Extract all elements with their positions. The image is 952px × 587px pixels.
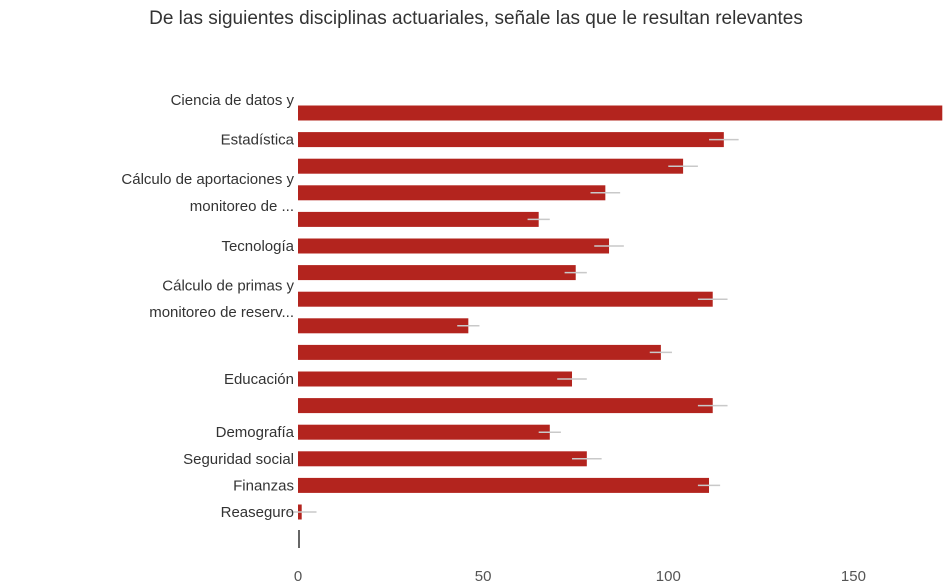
- x-tick-100: 100: [656, 568, 681, 585]
- category-label-11: Reaseguro: [221, 504, 294, 521]
- chart-title: De las siguientes disciplinas actuariale…: [149, 8, 803, 29]
- category-label-5: Cálculo de primas y: [162, 278, 294, 295]
- bar-11: [298, 398, 713, 414]
- bar-1: [298, 132, 724, 148]
- bar-2: [298, 158, 684, 174]
- bar-6: [298, 265, 576, 281]
- bars-layer: [298, 105, 943, 520]
- bar-3: [298, 185, 606, 201]
- category-label-4: Tecnología: [221, 238, 294, 255]
- x-axis-ticks: 0 50 100 150: [294, 568, 866, 585]
- bar-7: [298, 291, 713, 307]
- bar-8: [298, 318, 469, 334]
- x-tick-50: 50: [475, 568, 492, 585]
- bar-10: [298, 371, 573, 387]
- bar-4: [298, 211, 539, 227]
- category-label-8: Demografía: [216, 424, 295, 441]
- category-label-7: Educación: [224, 371, 294, 388]
- category-label-2: Cálculo de aportaciones y: [121, 171, 294, 188]
- x-tick-150: 150: [841, 568, 866, 585]
- bar-12: [298, 424, 550, 440]
- bar-13: [298, 451, 587, 467]
- error-bars-layer: [286, 138, 739, 548]
- category-label-6: monitoreo de reserv...: [149, 304, 294, 321]
- category-label-3: monitoreo de ...: [190, 198, 294, 215]
- bar-5: [298, 238, 610, 254]
- bar-0: [298, 105, 943, 121]
- category-labels: Ciencia de datos y Estadística Cálculo de …: [121, 92, 294, 521]
- x-tick-0: 0: [294, 568, 302, 585]
- category-label-10: Finanzas: [233, 477, 294, 494]
- bar-14: [298, 477, 710, 493]
- category-label-1: Estadística: [221, 132, 295, 149]
- bar-9: [298, 344, 661, 360]
- category-label-9: Seguridad social: [183, 451, 294, 468]
- category-label-0: Ciencia de datos y: [171, 92, 295, 109]
